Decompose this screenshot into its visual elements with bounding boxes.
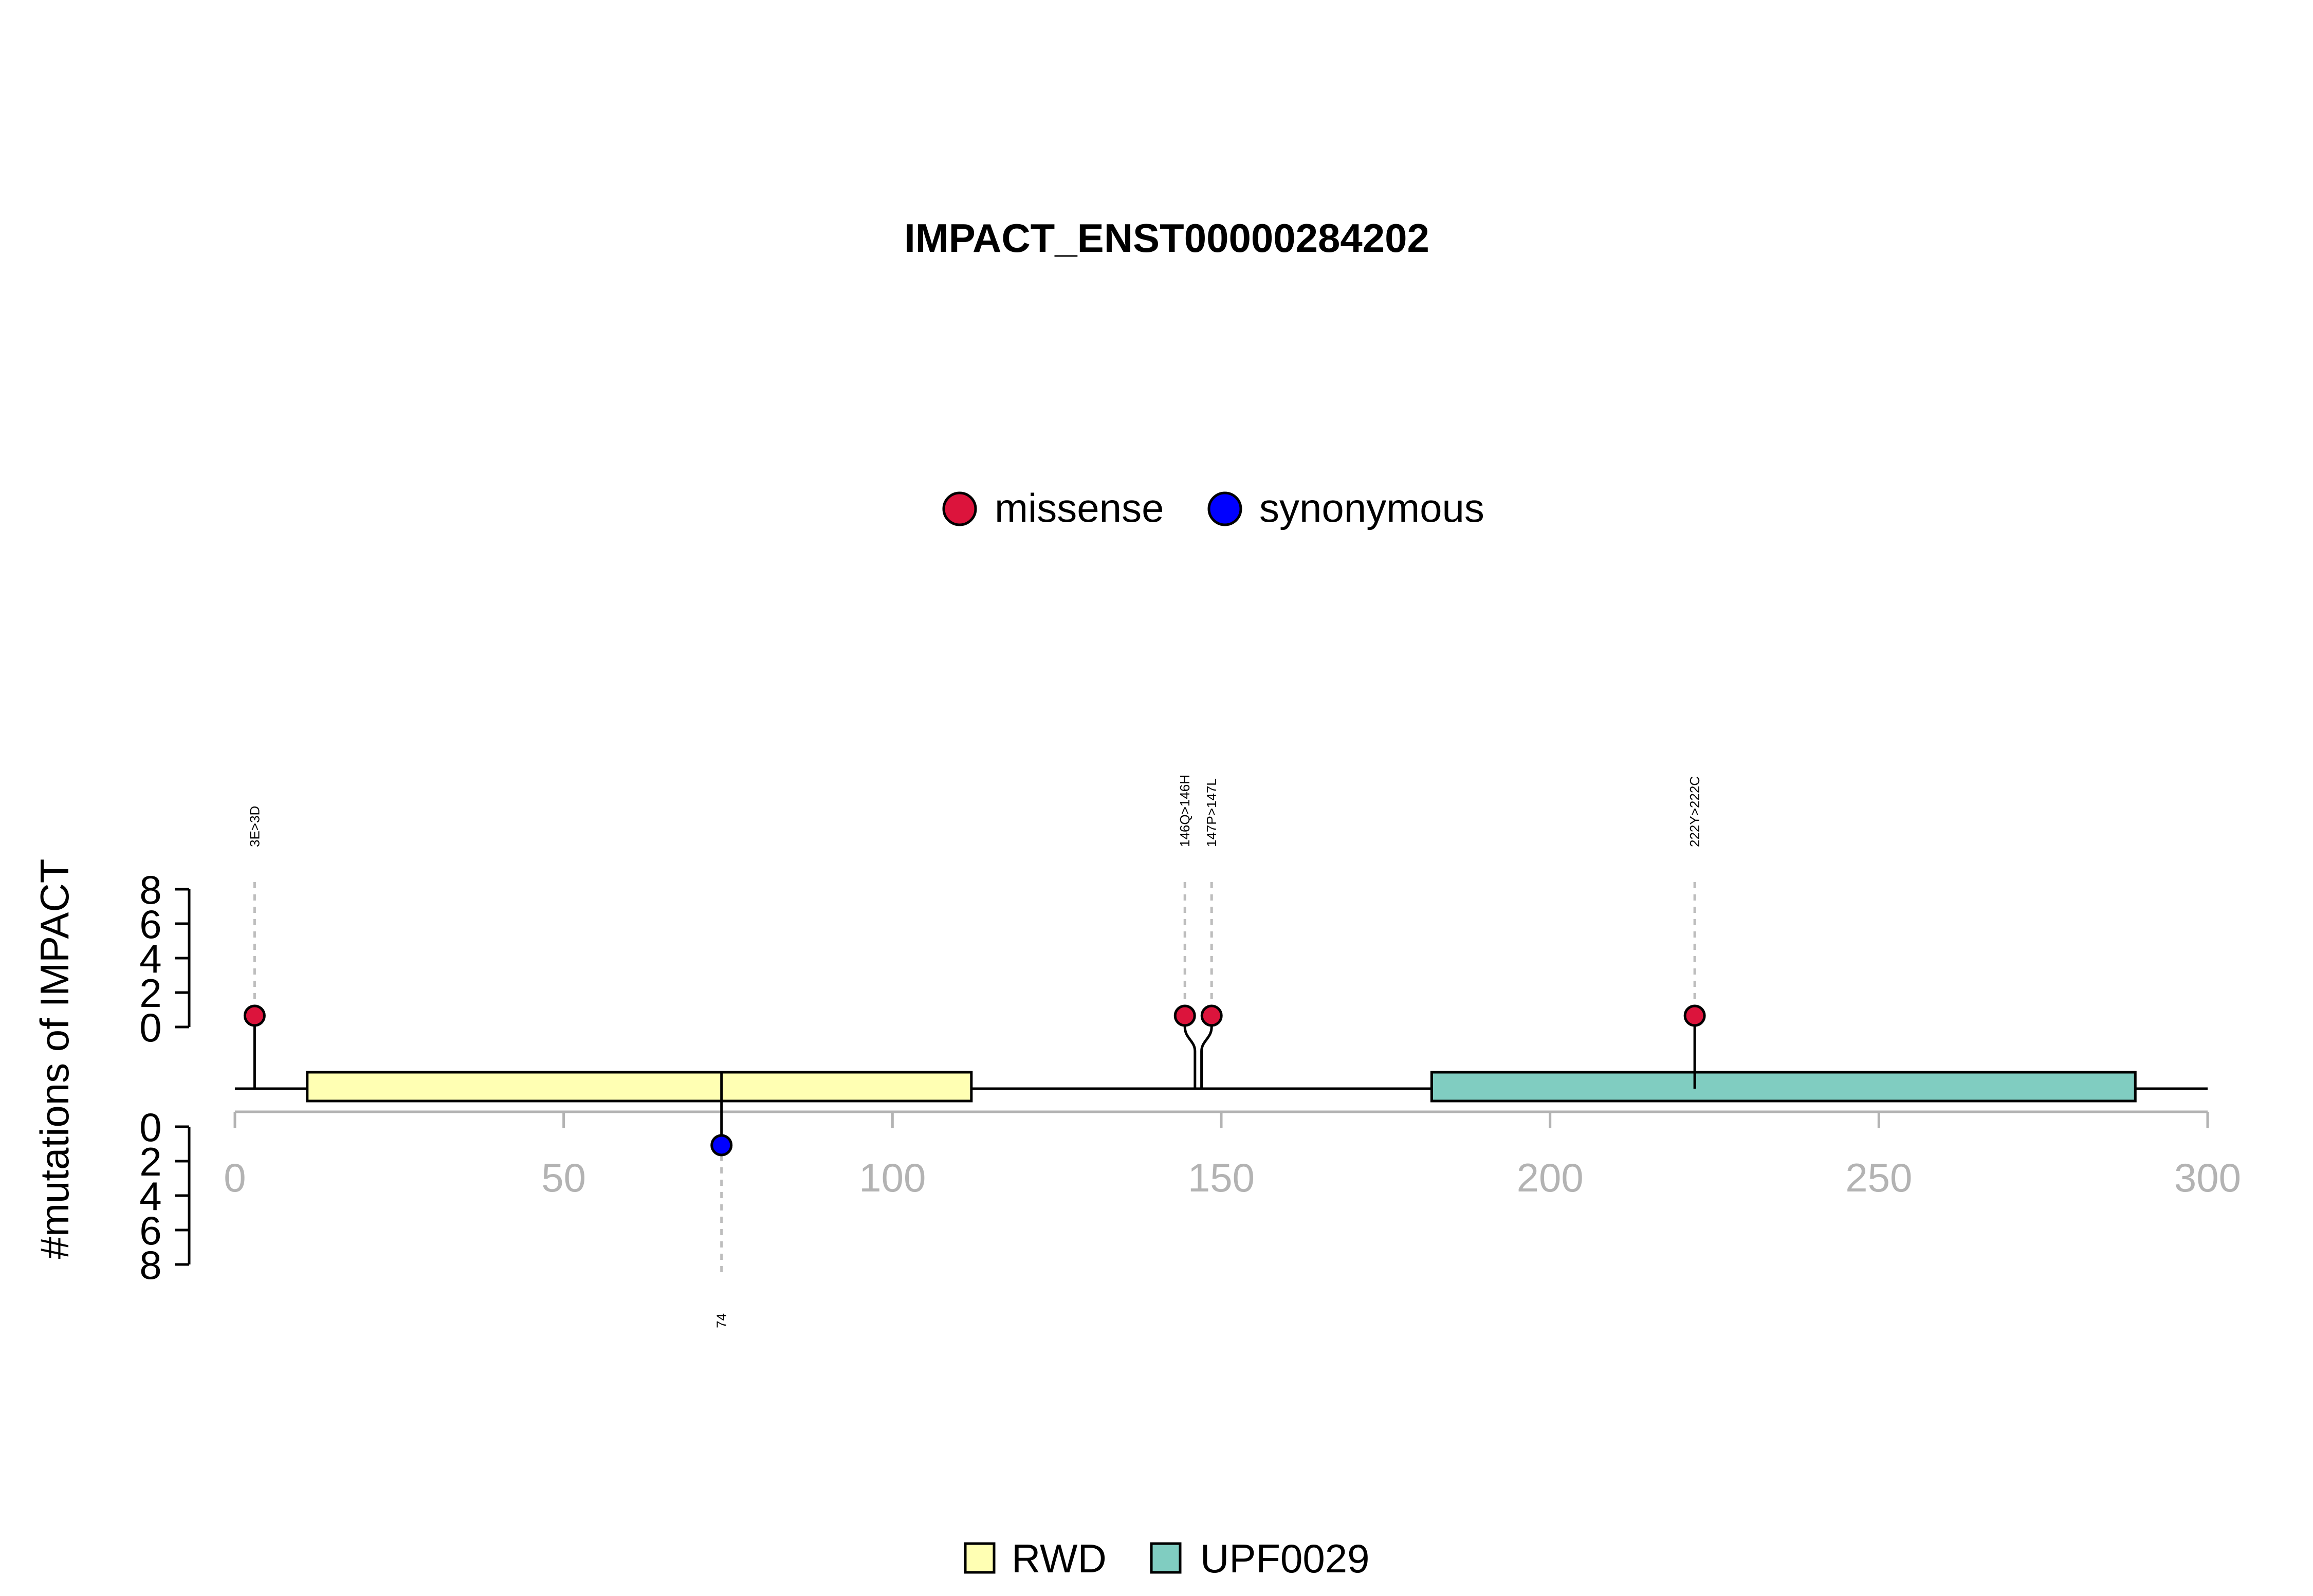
lower-y-tick-label: 4 [139, 1173, 161, 1219]
mutation-label: 146Q>146H [1177, 775, 1192, 847]
upper-y-tick-label: 0 [139, 1005, 161, 1050]
x-tick-label: 100 [859, 1155, 926, 1200]
legend-upf0029-label: UPF0029 [1200, 1536, 1370, 1581]
mutation-head [243, 1004, 266, 1027]
x-tick-label: 50 [541, 1155, 586, 1200]
lower-y-tick-label: 0 [139, 1105, 161, 1150]
mutation-label: 74 [714, 1313, 729, 1328]
chart-title: IMPACT_ENST00000284202 [904, 215, 1429, 261]
upper-y-tick-label: 2 [139, 970, 161, 1016]
legend-rwd-swatch [964, 1542, 996, 1574]
y-axis-label: #mutations of IMPACT [32, 859, 77, 1259]
x-tick-label: 150 [1188, 1155, 1255, 1200]
x-tick-label: 200 [1517, 1155, 1584, 1200]
x-tick-label: 300 [2174, 1155, 2241, 1200]
mutation-146Q>146H: 146Q>146H [1173, 775, 1197, 1089]
legend-synonymous-label: synonymous [1259, 485, 1484, 530]
protein-track [235, 1071, 2208, 1103]
mutation-label: 3E>3D [247, 806, 262, 847]
upper-y-tick-label: 6 [139, 902, 161, 947]
mutation-74: 74 [710, 1073, 733, 1328]
legend-bottom: RWD UPF0029 [964, 1536, 1370, 1581]
legend-top: missense synonymous [942, 485, 1484, 530]
x-tick-label: 0 [224, 1155, 246, 1200]
legend-upf0029-swatch [1150, 1542, 1182, 1574]
domain-upf0029 [1430, 1071, 2137, 1103]
lower-y-tick-label: 6 [139, 1208, 161, 1253]
mutation-head [1173, 1004, 1196, 1027]
mutation-label: 147P>147L [1204, 778, 1219, 847]
mutation-stem [1183, 1016, 1197, 1089]
x-tick-label: 250 [1845, 1155, 1912, 1200]
upper-y-tick-label: 4 [139, 936, 161, 981]
domain-rwd [306, 1071, 973, 1103]
upper-y-tick-label: 8 [139, 867, 161, 912]
mutation-label: 222Y>222C [1687, 776, 1702, 847]
lower-y-tick-label: 2 [139, 1139, 161, 1184]
legend-rwd-label: RWD [1012, 1536, 1107, 1581]
mutation-stem [1200, 1016, 1213, 1089]
mutation-222Y>222C: 222Y>222C [1683, 776, 1706, 1089]
mutation-lollipops: 3E>3D 146Q>146H 147P>147L 222Y>222C 74 [243, 775, 1706, 1328]
legend-synonymous-swatch [1207, 491, 1242, 526]
mutation-3E>3D: 3E>3D [243, 806, 266, 1089]
x-axis: 0 50 100 150 200 250 300 [224, 1110, 2241, 1200]
legend-missense-swatch [942, 491, 977, 526]
mutation-head [1200, 1004, 1223, 1027]
mutation-head [710, 1134, 733, 1157]
mutation-147P>147L: 147P>147L [1200, 778, 1223, 1089]
lower-y-tick-label: 8 [139, 1242, 161, 1288]
mutation-head [1683, 1004, 1706, 1027]
legend-missense-label: missense [995, 485, 1164, 530]
